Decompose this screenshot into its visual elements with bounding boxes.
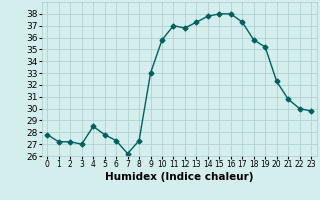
X-axis label: Humidex (Indice chaleur): Humidex (Indice chaleur) bbox=[105, 172, 253, 182]
